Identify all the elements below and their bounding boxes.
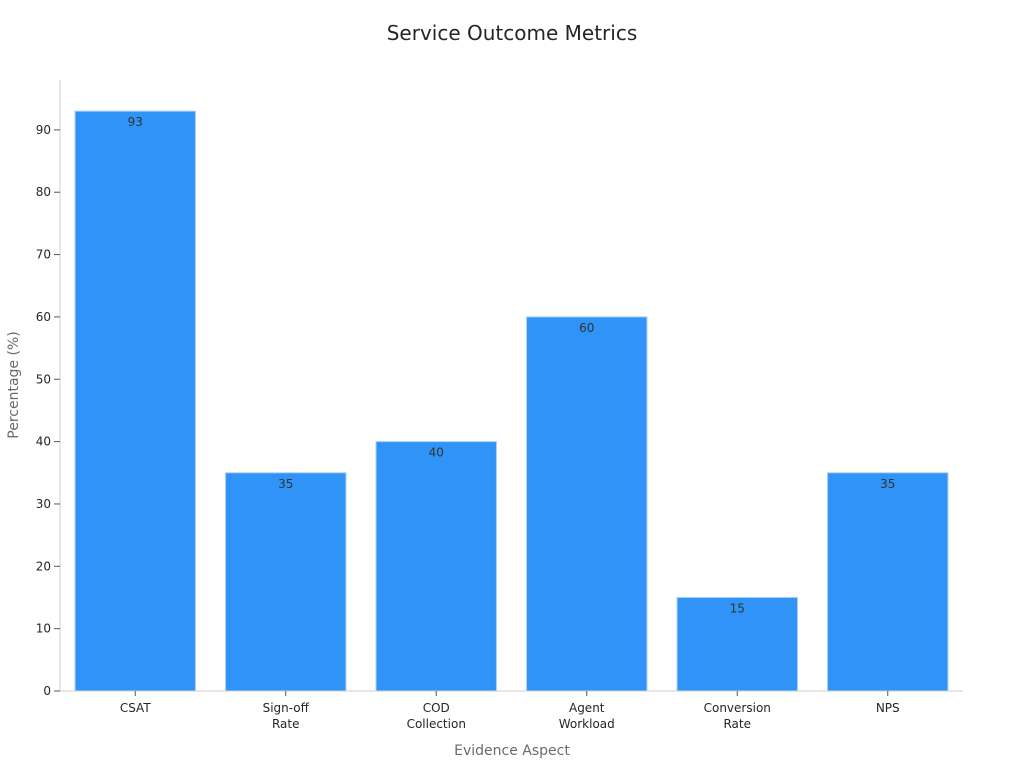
data-label: 35 [278,477,293,491]
y-tick-label: 20 [36,559,51,573]
data-label: 40 [429,446,444,460]
y-tick-label: 90 [36,123,51,137]
x-axis: CSAT Sign-off Rate COD Collection Agent Worklo… [60,690,963,731]
y-tick-label: 40 [36,435,51,449]
bars-group: 93 35 40 60 15 35 [74,110,949,692]
x-tick-label: Sign-off Rate [263,701,310,731]
x-tick-label: Agent Workload [559,701,615,731]
y-tick-label: 10 [36,622,51,636]
x-tick-label: CSAT [120,701,151,715]
y-tick-label: 70 [36,248,51,262]
bar [74,110,196,692]
x-tick-label: COD Collection [407,701,466,731]
y-tick-label: 0 [43,684,51,698]
y-tick-label: 80 [36,185,51,199]
y-axis-title: Percentage (%) [6,331,22,438]
y-tick-label: 50 [36,372,51,386]
bar [375,441,497,692]
y-tick-label: 30 [36,497,51,511]
bar [676,596,798,692]
data-label: 60 [579,321,594,335]
y-tick-label: 60 [36,310,51,324]
x-tick-label: NPS [876,701,900,715]
chart-title: Service Outcome Metrics [387,21,638,45]
bar [225,472,347,692]
bar [827,472,949,692]
bar [526,316,648,692]
data-label: 35 [880,477,895,491]
x-tick-label: Conversion Rate [704,701,771,731]
x-axis-title: Evidence Aspect [454,743,570,759]
y-axis: 0 10 20 30 40 50 60 70 80 90 [36,80,61,698]
data-label: 15 [730,601,745,615]
data-label: 93 [128,115,143,129]
